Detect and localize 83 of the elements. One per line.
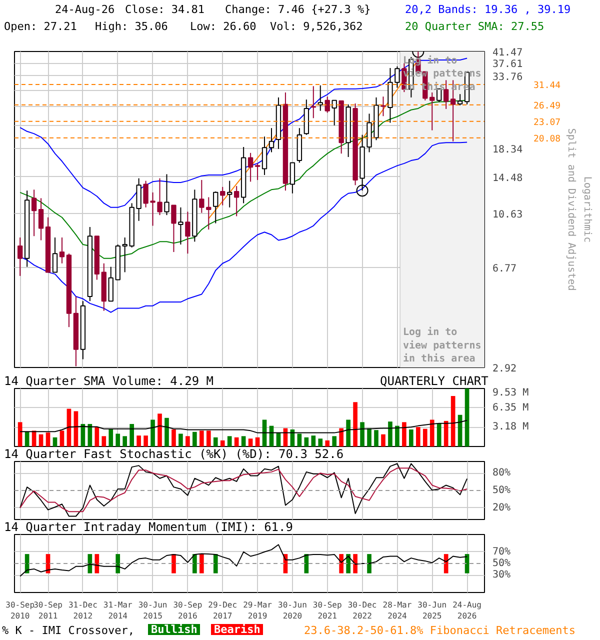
candlestick [248,152,254,182]
text: High: 35.06 [95,20,168,33]
candlestick [220,186,226,206]
candlestick [227,180,232,208]
y-tick-label: 14.48 [492,172,523,184]
text: 20,2 Bands: 19.36 , 39.19 [405,3,571,16]
candlestick [318,84,323,112]
legend-title: % K - IMI Crossover, [2,624,134,637]
x-tick-label: 30-Sep 2021 [312,600,342,620]
x-tick-label: 30-Jun 2020 [278,600,308,620]
candlestick [394,66,400,88]
text: Vol: 9,526,362 [270,20,363,33]
text: Open: 27.21 [4,20,77,33]
x-tick-label: 30-Jun 2025 [418,600,447,620]
candlestick [31,189,37,237]
x-tick-label: 31-Dec 2012 [68,600,98,620]
candlestick [178,206,184,246]
ref-line-label: 20.08 [534,134,561,144]
x-tick-label: 30-Sep 2011 [34,600,63,620]
y-axis-title: Split and Dividend Adjusted [566,128,577,291]
chart-title: 14 Quarter Fast Stochastic (%K) (%D): 70.3 52.6 [4,447,344,461]
candlestick [213,190,218,224]
y-tick-label: 50% [492,558,511,569]
y-tick-label: 70% [492,546,511,558]
ref-line-label: 26.49 [534,101,561,112]
y-tick-label: 50% [492,485,511,496]
text: 14 Quarter SMA Volume: 4.29 M [4,374,214,388]
candlestick [430,92,435,131]
y-tick-label: 18.34 [492,144,523,156]
candlestick [38,198,44,241]
x-tick-label: 28-Mar 2024 [382,600,412,620]
y-tick-label: 41.47 [492,48,523,58]
candlestick [290,162,296,194]
candlestick [262,136,268,176]
text: Low: 26.60 [190,20,256,33]
candlestick [380,96,386,117]
ref-line-label: 31.44 [534,80,561,91]
text: Logarithmic [582,176,592,243]
candlestick [310,86,316,119]
y-tick-label: 80% [492,468,511,479]
y-tick-label: 2.92 [492,364,517,374]
chart-title: 14 Quarter Intraday Momentum (IMI): 61.9 [4,520,293,534]
candlestick [108,266,114,302]
y-tick-label: 30% [492,570,511,581]
y-tick-label: 6.35 M [492,402,529,414]
y-tick-label: 20% [492,502,511,514]
annotation: Log in to view patterns in this area [403,326,482,364]
x-tick-label: 30-Sep 2010 [6,600,35,620]
y-tick-label: 6.77 [492,263,517,274]
text: Bullish [148,623,200,636]
x-tick-label: 30-Jun 2015 [138,600,168,620]
candlestick [185,211,190,254]
y-tick-label: 9.53 M [492,388,529,398]
candlestick [171,204,176,253]
ref-line-label: 23.07 [534,118,561,128]
x-tick-label: 24-Aug 2026 [452,600,482,620]
text: 24-Aug-26 [55,3,115,16]
y-tick-label: 10.63 [492,210,523,221]
y-tick-label: 33.76 [492,72,523,83]
x-tick-label: 29-Mar 2019 [243,600,272,620]
candlestick [254,162,260,180]
x-tick-label: 31-Mar 2014 [103,600,132,620]
x-tick-label: 30-Dec 2022 [348,600,377,620]
candlestick [17,236,23,276]
text: Close: 34.81 [125,3,204,16]
candlestick [164,174,170,216]
candlestick [457,94,463,106]
y-tick-label: 37.61 [492,59,523,70]
candlestick [324,96,330,114]
y-tick-label: 3.18 M [492,422,529,433]
candlestick [268,128,274,153]
candlestick [234,186,240,217]
candlestick [52,236,58,273]
text: 23.6-38.2-50-61.8% Fibonacci Retracements [304,624,576,637]
line-series [20,544,468,577]
text: 20 Quarter SMA: 27.55 [405,20,544,33]
x-tick-label: 30-Sep 2016 [173,600,202,620]
x-tick-label: 29-Dec 2017 [208,600,238,620]
annotation: QUARTERLY CHART [380,374,488,388]
text: Bearish [211,623,264,636]
candlestick [332,100,337,126]
text: Change: 7.46 {+27.3 %} [225,3,371,16]
candlestick [59,236,65,264]
